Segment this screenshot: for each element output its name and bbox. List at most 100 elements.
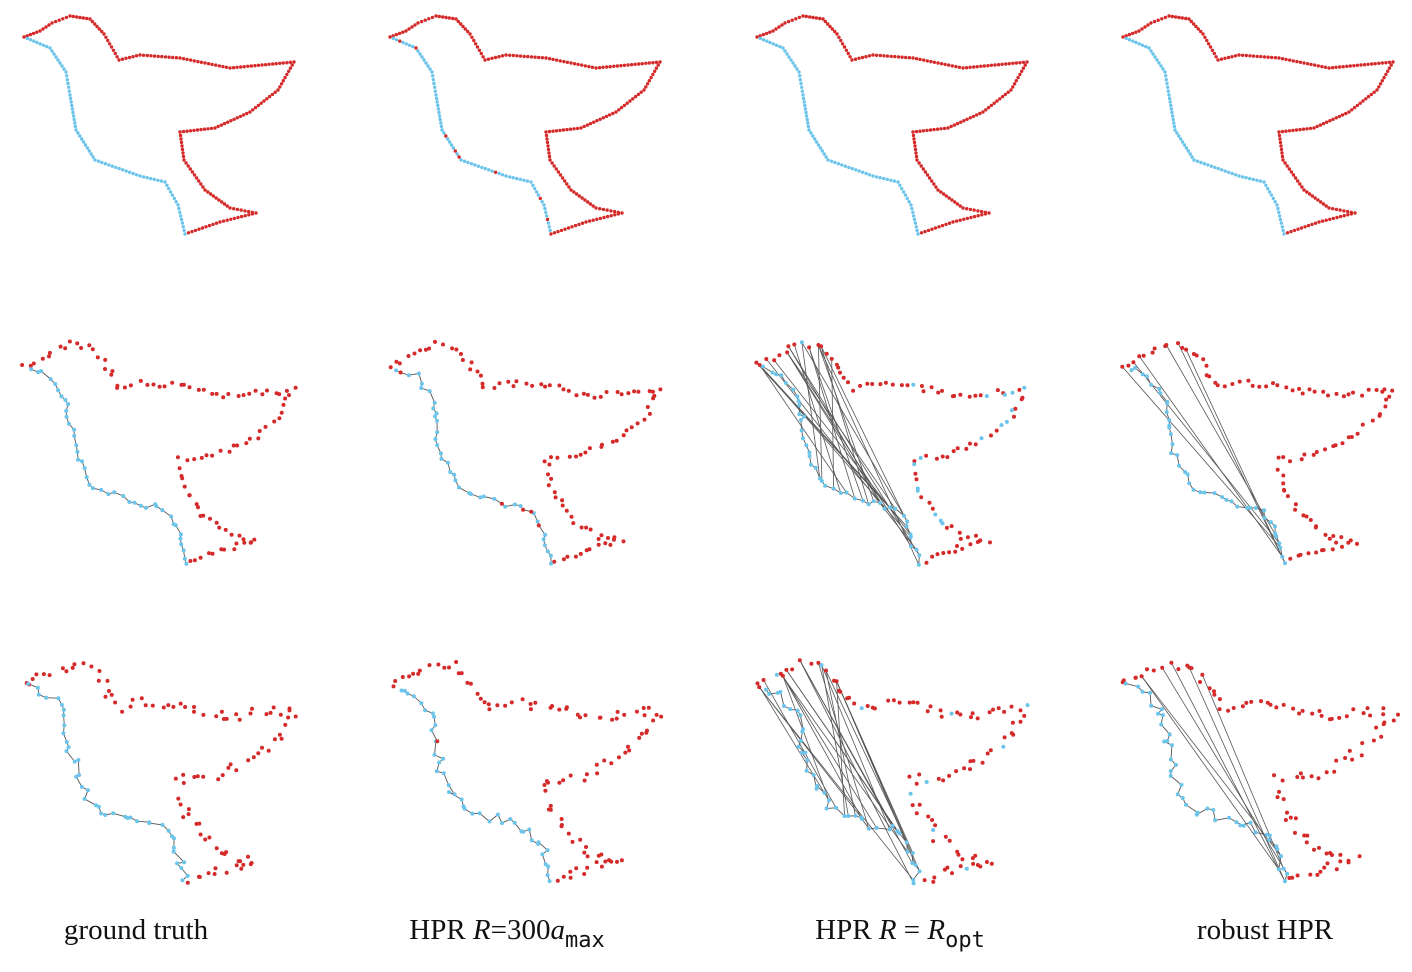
visible-point xyxy=(44,25,48,29)
hidden-point xyxy=(543,206,547,211)
visible-point xyxy=(999,423,1004,427)
visible-point xyxy=(67,339,72,344)
hidden-point xyxy=(913,863,918,867)
visible-point xyxy=(561,874,566,879)
hidden-point xyxy=(861,498,865,503)
visible-point xyxy=(281,61,285,65)
hidden-point xyxy=(914,547,919,552)
visible-point xyxy=(1355,431,1360,436)
hidden-point xyxy=(1233,173,1238,177)
hidden-point xyxy=(1220,495,1225,500)
visible-point xyxy=(478,696,483,701)
visible-point xyxy=(533,700,538,705)
hidden-point xyxy=(170,834,174,839)
visible-point xyxy=(936,776,941,781)
misclassification-line xyxy=(831,358,835,489)
hidden-point xyxy=(426,64,430,68)
hidden-point xyxy=(807,128,811,132)
hidden-point xyxy=(1277,210,1281,214)
visible-point xyxy=(1323,447,1327,452)
visible-point xyxy=(1278,137,1282,141)
hidden-point xyxy=(153,502,158,507)
visible-point xyxy=(785,350,790,355)
hidden-point xyxy=(775,690,780,695)
hidden-point xyxy=(1269,193,1274,197)
visible-point xyxy=(487,707,492,712)
visible-point xyxy=(47,354,51,359)
hidden-point xyxy=(904,524,909,529)
visible-point xyxy=(201,387,206,392)
visible-point xyxy=(442,665,447,670)
visible-point xyxy=(859,706,864,711)
visible-point xyxy=(958,864,963,869)
misclassification-line xyxy=(1141,676,1279,870)
hidden-point xyxy=(893,506,898,511)
visible-point xyxy=(1281,481,1286,486)
visible-point xyxy=(832,678,837,683)
hidden-point xyxy=(840,163,844,167)
hidden-point xyxy=(836,162,841,166)
visible-point xyxy=(580,63,584,67)
visible-point xyxy=(611,111,615,116)
visible-point xyxy=(653,69,657,74)
visible-point xyxy=(1299,457,1304,462)
visible-point xyxy=(1249,699,1254,704)
visible-point xyxy=(216,124,220,129)
visible-point xyxy=(197,227,201,231)
visible-point xyxy=(968,767,972,772)
visible-point xyxy=(88,17,92,21)
visible-point xyxy=(279,736,284,741)
visible-point xyxy=(1014,61,1018,65)
visible-point xyxy=(569,514,574,519)
visible-point xyxy=(601,207,606,212)
hidden-point xyxy=(824,155,828,159)
visible-point xyxy=(588,121,593,126)
visible-point xyxy=(187,493,192,498)
visible-point xyxy=(1285,164,1289,168)
visible-point xyxy=(469,360,474,365)
hidden-point xyxy=(56,58,60,62)
hidden-point xyxy=(32,39,36,43)
visible-point xyxy=(651,396,656,401)
hidden-point xyxy=(1148,690,1152,695)
visible-point xyxy=(1342,214,1346,218)
visible-point xyxy=(277,732,282,737)
visible-point xyxy=(1309,62,1313,67)
hidden-point xyxy=(1162,739,1167,744)
visible-point xyxy=(235,65,239,70)
visible-point xyxy=(599,864,604,869)
visible-point xyxy=(919,495,924,500)
hidden-point xyxy=(437,114,442,118)
visible-point xyxy=(547,151,551,155)
visible-point xyxy=(1281,797,1286,802)
visible-point xyxy=(543,384,548,389)
visible-point xyxy=(178,802,183,807)
hidden-point xyxy=(476,164,480,168)
hidden-point xyxy=(1164,410,1169,415)
hidden-point xyxy=(117,166,121,171)
visible-point xyxy=(189,58,193,62)
visible-point xyxy=(185,129,189,133)
hidden-point xyxy=(478,495,483,500)
hidden-point xyxy=(432,81,436,86)
visible-point xyxy=(264,712,269,717)
visible-point xyxy=(612,209,617,214)
visible-point xyxy=(171,55,175,60)
visible-point xyxy=(930,179,934,183)
visible-point xyxy=(591,204,595,208)
visible-point xyxy=(986,63,990,68)
visible-point xyxy=(251,755,256,760)
visible-point xyxy=(929,385,934,390)
visible-point xyxy=(637,735,642,740)
visible-point xyxy=(214,714,219,719)
visible-point xyxy=(1329,716,1334,721)
hidden-point xyxy=(866,502,871,507)
visible-point xyxy=(192,558,197,563)
hidden-point xyxy=(809,131,813,135)
visible-point xyxy=(127,55,132,60)
hidden-point xyxy=(74,128,78,132)
visible-point xyxy=(1134,30,1138,34)
visible-point xyxy=(28,32,33,37)
visible-point xyxy=(182,484,187,489)
visible-point xyxy=(416,21,420,25)
